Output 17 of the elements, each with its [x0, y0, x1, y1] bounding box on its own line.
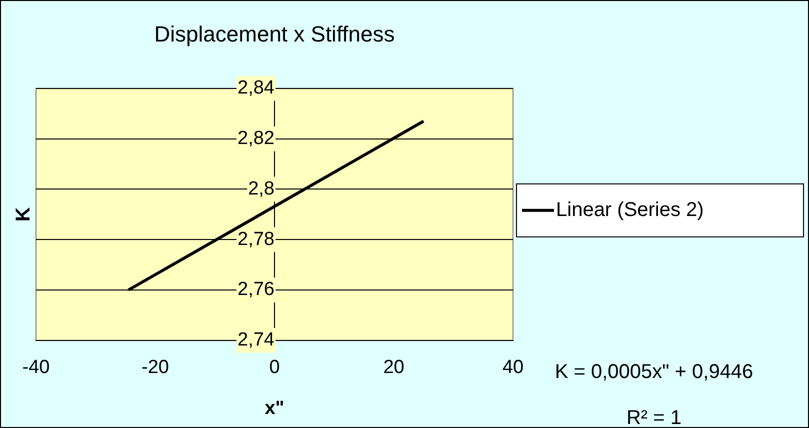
chart-title: Displacement x Stiffness	[154, 21, 395, 46]
x-tick-label: 0	[269, 357, 280, 378]
x-tick-label: -20	[142, 357, 169, 378]
y-axis-title: K	[12, 206, 35, 222]
y-tick-label: 2,76	[238, 279, 274, 300]
legend-label: Linear (Series 2)	[556, 198, 704, 221]
y-tick-label: 2,84	[238, 78, 275, 99]
y-tick-label: 2,82	[238, 128, 274, 150]
y-tick-label: 2,78	[238, 228, 274, 250]
y-tick-label: 2,74	[238, 330, 275, 351]
text: K = 0,0005x" + 0,9446	[554, 360, 754, 383]
x-tick-label: 20	[383, 357, 404, 378]
x-axis-title: x"	[264, 398, 284, 419]
x-tick-label: 40	[502, 357, 524, 378]
y-tick-label: 2,8	[248, 178, 274, 200]
x-tick-label: -40	[22, 357, 50, 378]
text: R² = 1	[626, 406, 682, 428]
